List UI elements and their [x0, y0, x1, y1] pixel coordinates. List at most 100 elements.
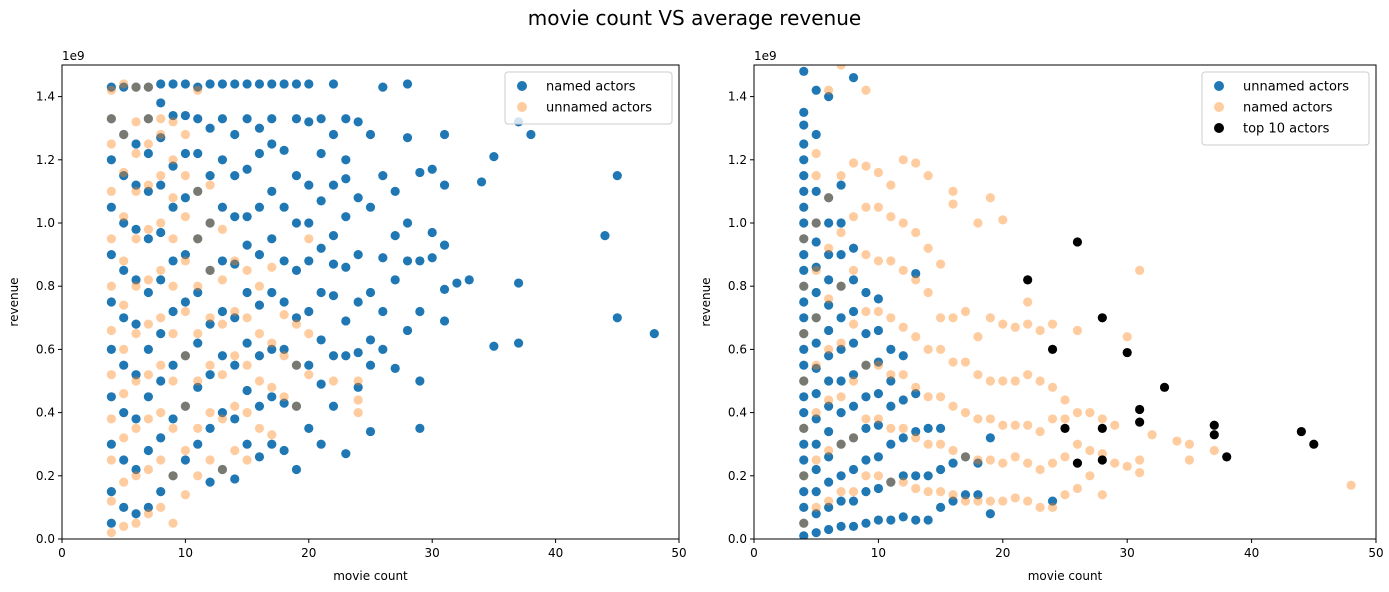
- data-point: [836, 439, 846, 449]
- data-point: [353, 395, 363, 405]
- data-point: [998, 458, 1008, 468]
- data-point: [799, 376, 809, 386]
- data-point: [242, 408, 252, 418]
- data-point: [1023, 275, 1033, 285]
- data-point: [1047, 319, 1058, 329]
- x-tick-label: 0: [58, 546, 66, 560]
- data-point: [341, 155, 351, 165]
- data-point: [799, 392, 809, 402]
- data-point: [230, 306, 240, 317]
- data-point: [193, 338, 203, 348]
- data-point: [119, 408, 129, 418]
- data-point: [341, 212, 351, 222]
- data-point: [960, 496, 971, 506]
- data-point: [415, 256, 425, 266]
- data-point: [217, 351, 228, 361]
- data-point: [106, 344, 116, 354]
- data-point: [353, 297, 363, 307]
- data-point: [304, 117, 314, 127]
- data-point: [156, 360, 166, 370]
- data-point: [316, 287, 326, 298]
- data-point: [936, 464, 946, 475]
- data-point: [353, 117, 363, 127]
- data-point: [168, 155, 178, 165]
- data-point: [193, 281, 203, 291]
- data-point: [415, 423, 425, 433]
- data-point: [119, 167, 129, 178]
- data-point: [180, 445, 190, 456]
- data-point: [848, 243, 859, 253]
- data-point: [811, 237, 821, 247]
- data-point: [799, 139, 809, 149]
- data-point: [848, 521, 859, 531]
- series-named-actors: [799, 65, 1356, 528]
- data-point: [985, 313, 995, 323]
- data-point: [1072, 325, 1083, 336]
- y-tick-label: 0.4: [36, 406, 55, 420]
- data-point: [861, 329, 871, 339]
- data-point: [973, 455, 983, 465]
- data-point: [193, 329, 203, 339]
- data-point: [106, 85, 116, 95]
- data-point: [1209, 420, 1219, 430]
- data-point: [873, 414, 884, 424]
- data-point: [217, 155, 228, 165]
- data-point: [279, 398, 289, 408]
- data-point: [960, 452, 971, 462]
- data-point: [168, 329, 178, 339]
- data-point: [106, 155, 116, 165]
- data-point: [180, 297, 190, 307]
- data-point: [439, 316, 450, 326]
- data-point: [267, 338, 277, 348]
- data-point: [476, 177, 487, 187]
- data-point: [848, 306, 859, 317]
- data-point: [254, 351, 265, 361]
- data-point: [279, 445, 289, 456]
- data-point: [824, 250, 834, 260]
- data-point: [390, 231, 400, 241]
- data-point: [217, 464, 228, 475]
- legend-marker: [1214, 102, 1224, 112]
- data-point: [1035, 376, 1045, 386]
- data-point: [824, 426, 834, 437]
- data-point: [836, 408, 846, 418]
- data-point: [836, 313, 846, 323]
- data-point: [254, 376, 265, 386]
- x-tick-label: 10: [871, 546, 886, 560]
- data-point: [143, 319, 153, 329]
- data-point: [936, 259, 946, 269]
- data-point: [1072, 439, 1083, 449]
- y-axis-label: revenue: [699, 277, 713, 326]
- chart-panel-2: 0 10 20 30 40 50 0.0 0.2 0.4 0.6 0.8 1.0 1.2 1.4 1e9 mo…: [699, 49, 1384, 583]
- data-point: [267, 344, 277, 354]
- data-point: [811, 464, 821, 475]
- data-point: [193, 114, 203, 124]
- data-point: [836, 496, 846, 506]
- data-point: [948, 458, 958, 468]
- data-point: [799, 471, 809, 481]
- data-point: [205, 360, 215, 370]
- data-point: [180, 256, 190, 266]
- data-point: [948, 496, 958, 506]
- data-point: [131, 180, 141, 190]
- data-point: [242, 338, 252, 348]
- data-point: [439, 284, 450, 294]
- data-point: [143, 445, 153, 456]
- data-point: [612, 171, 622, 181]
- data-point: [836, 180, 846, 190]
- data-point: [799, 329, 809, 339]
- data-point: [143, 82, 153, 92]
- data-point: [886, 313, 896, 323]
- data-point: [861, 360, 871, 370]
- data-point: [254, 452, 265, 462]
- data-point: [328, 291, 339, 301]
- data-point: [799, 329, 809, 339]
- data-point: [886, 477, 896, 487]
- legend-label: unnamed actors: [1243, 80, 1349, 95]
- data-point: [799, 502, 809, 512]
- data-point: [898, 155, 908, 165]
- data-point: [156, 433, 166, 443]
- data-point: [378, 306, 388, 317]
- data-point: [230, 474, 240, 484]
- data-point: [936, 313, 946, 323]
